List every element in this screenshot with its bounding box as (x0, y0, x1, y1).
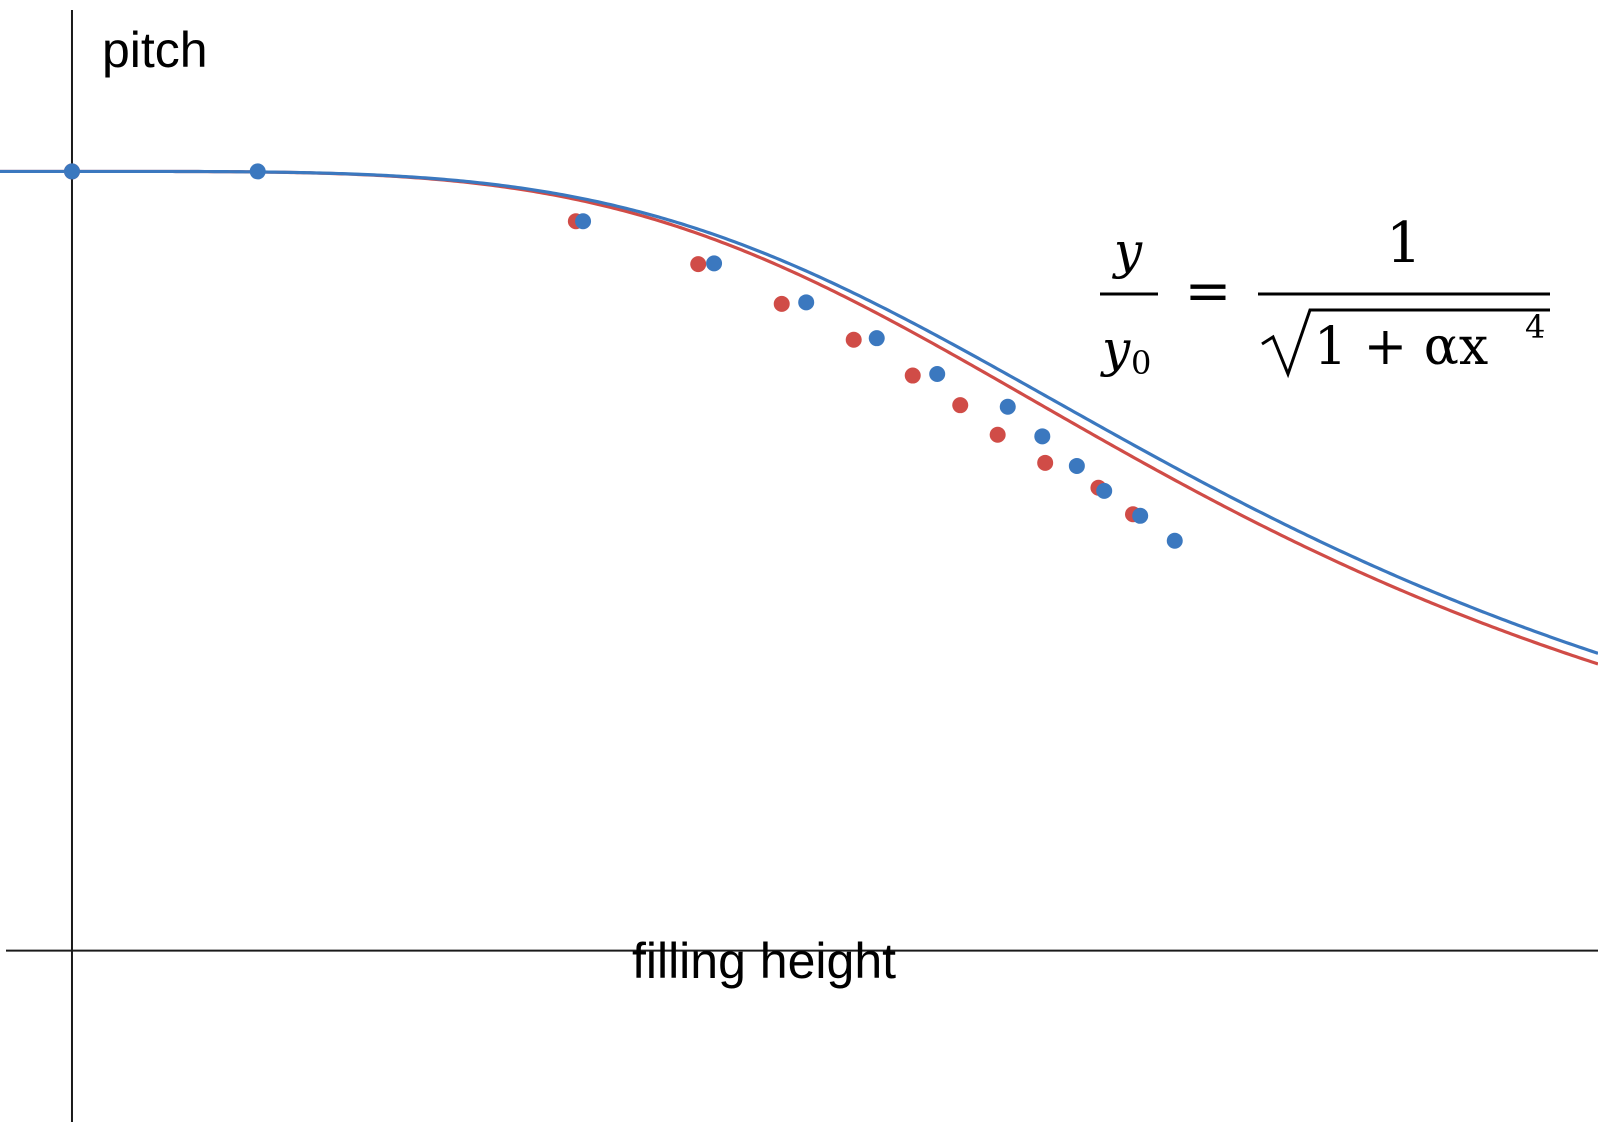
data-point-s1-11 (1132, 507, 1149, 524)
data-point-s0-5 (904, 367, 921, 384)
sqrt-symbol (1261, 308, 1550, 379)
formula-lhs-denominator: y (1100, 320, 1131, 378)
data-points (63, 163, 1183, 549)
data-point-s1-7 (999, 398, 1016, 415)
data-point-s1-4 (798, 294, 815, 311)
formula-rhs-denominator: 1 + αx (1314, 317, 1488, 377)
formula-lhs-subscript: 0 (1131, 344, 1151, 382)
data-point-s0-7 (989, 426, 1006, 443)
formula-rhs-numerator: 1 (1386, 211, 1422, 276)
data-point-s0-8 (1037, 454, 1054, 471)
x-axis-label: filling height (632, 933, 896, 989)
data-point-s1-12 (1166, 532, 1183, 549)
data-point-s1-6 (929, 366, 946, 382)
formula-equals: = (1185, 259, 1232, 324)
data-point-s1-2 (575, 213, 592, 230)
data-point-s1-5 (868, 330, 885, 347)
data-point-s1-1 (249, 163, 266, 180)
data-point-s0-4 (845, 331, 862, 348)
data-point-s1-8 (1034, 428, 1051, 445)
formula-annotation: y y 0 = 1 1 + αx 4 (1100, 211, 1550, 382)
data-point-s1-9 (1068, 457, 1085, 474)
formula-rhs-superscript: 4 (1525, 308, 1545, 346)
y-axis-label: pitch (102, 22, 208, 78)
data-point-s0-6 (952, 397, 969, 414)
fit-curves (0, 169, 1598, 666)
data-point-s1-10 (1096, 482, 1113, 499)
fit-curve-0 (0, 169, 1598, 666)
data-point-s1-3 (706, 255, 723, 272)
fit-curve-1 (0, 169, 1598, 655)
data-point-s1-0 (63, 163, 80, 180)
data-point-s0-3 (773, 295, 790, 312)
formula-lhs-numerator: y (1112, 222, 1143, 280)
data-point-s0-2 (690, 256, 707, 273)
